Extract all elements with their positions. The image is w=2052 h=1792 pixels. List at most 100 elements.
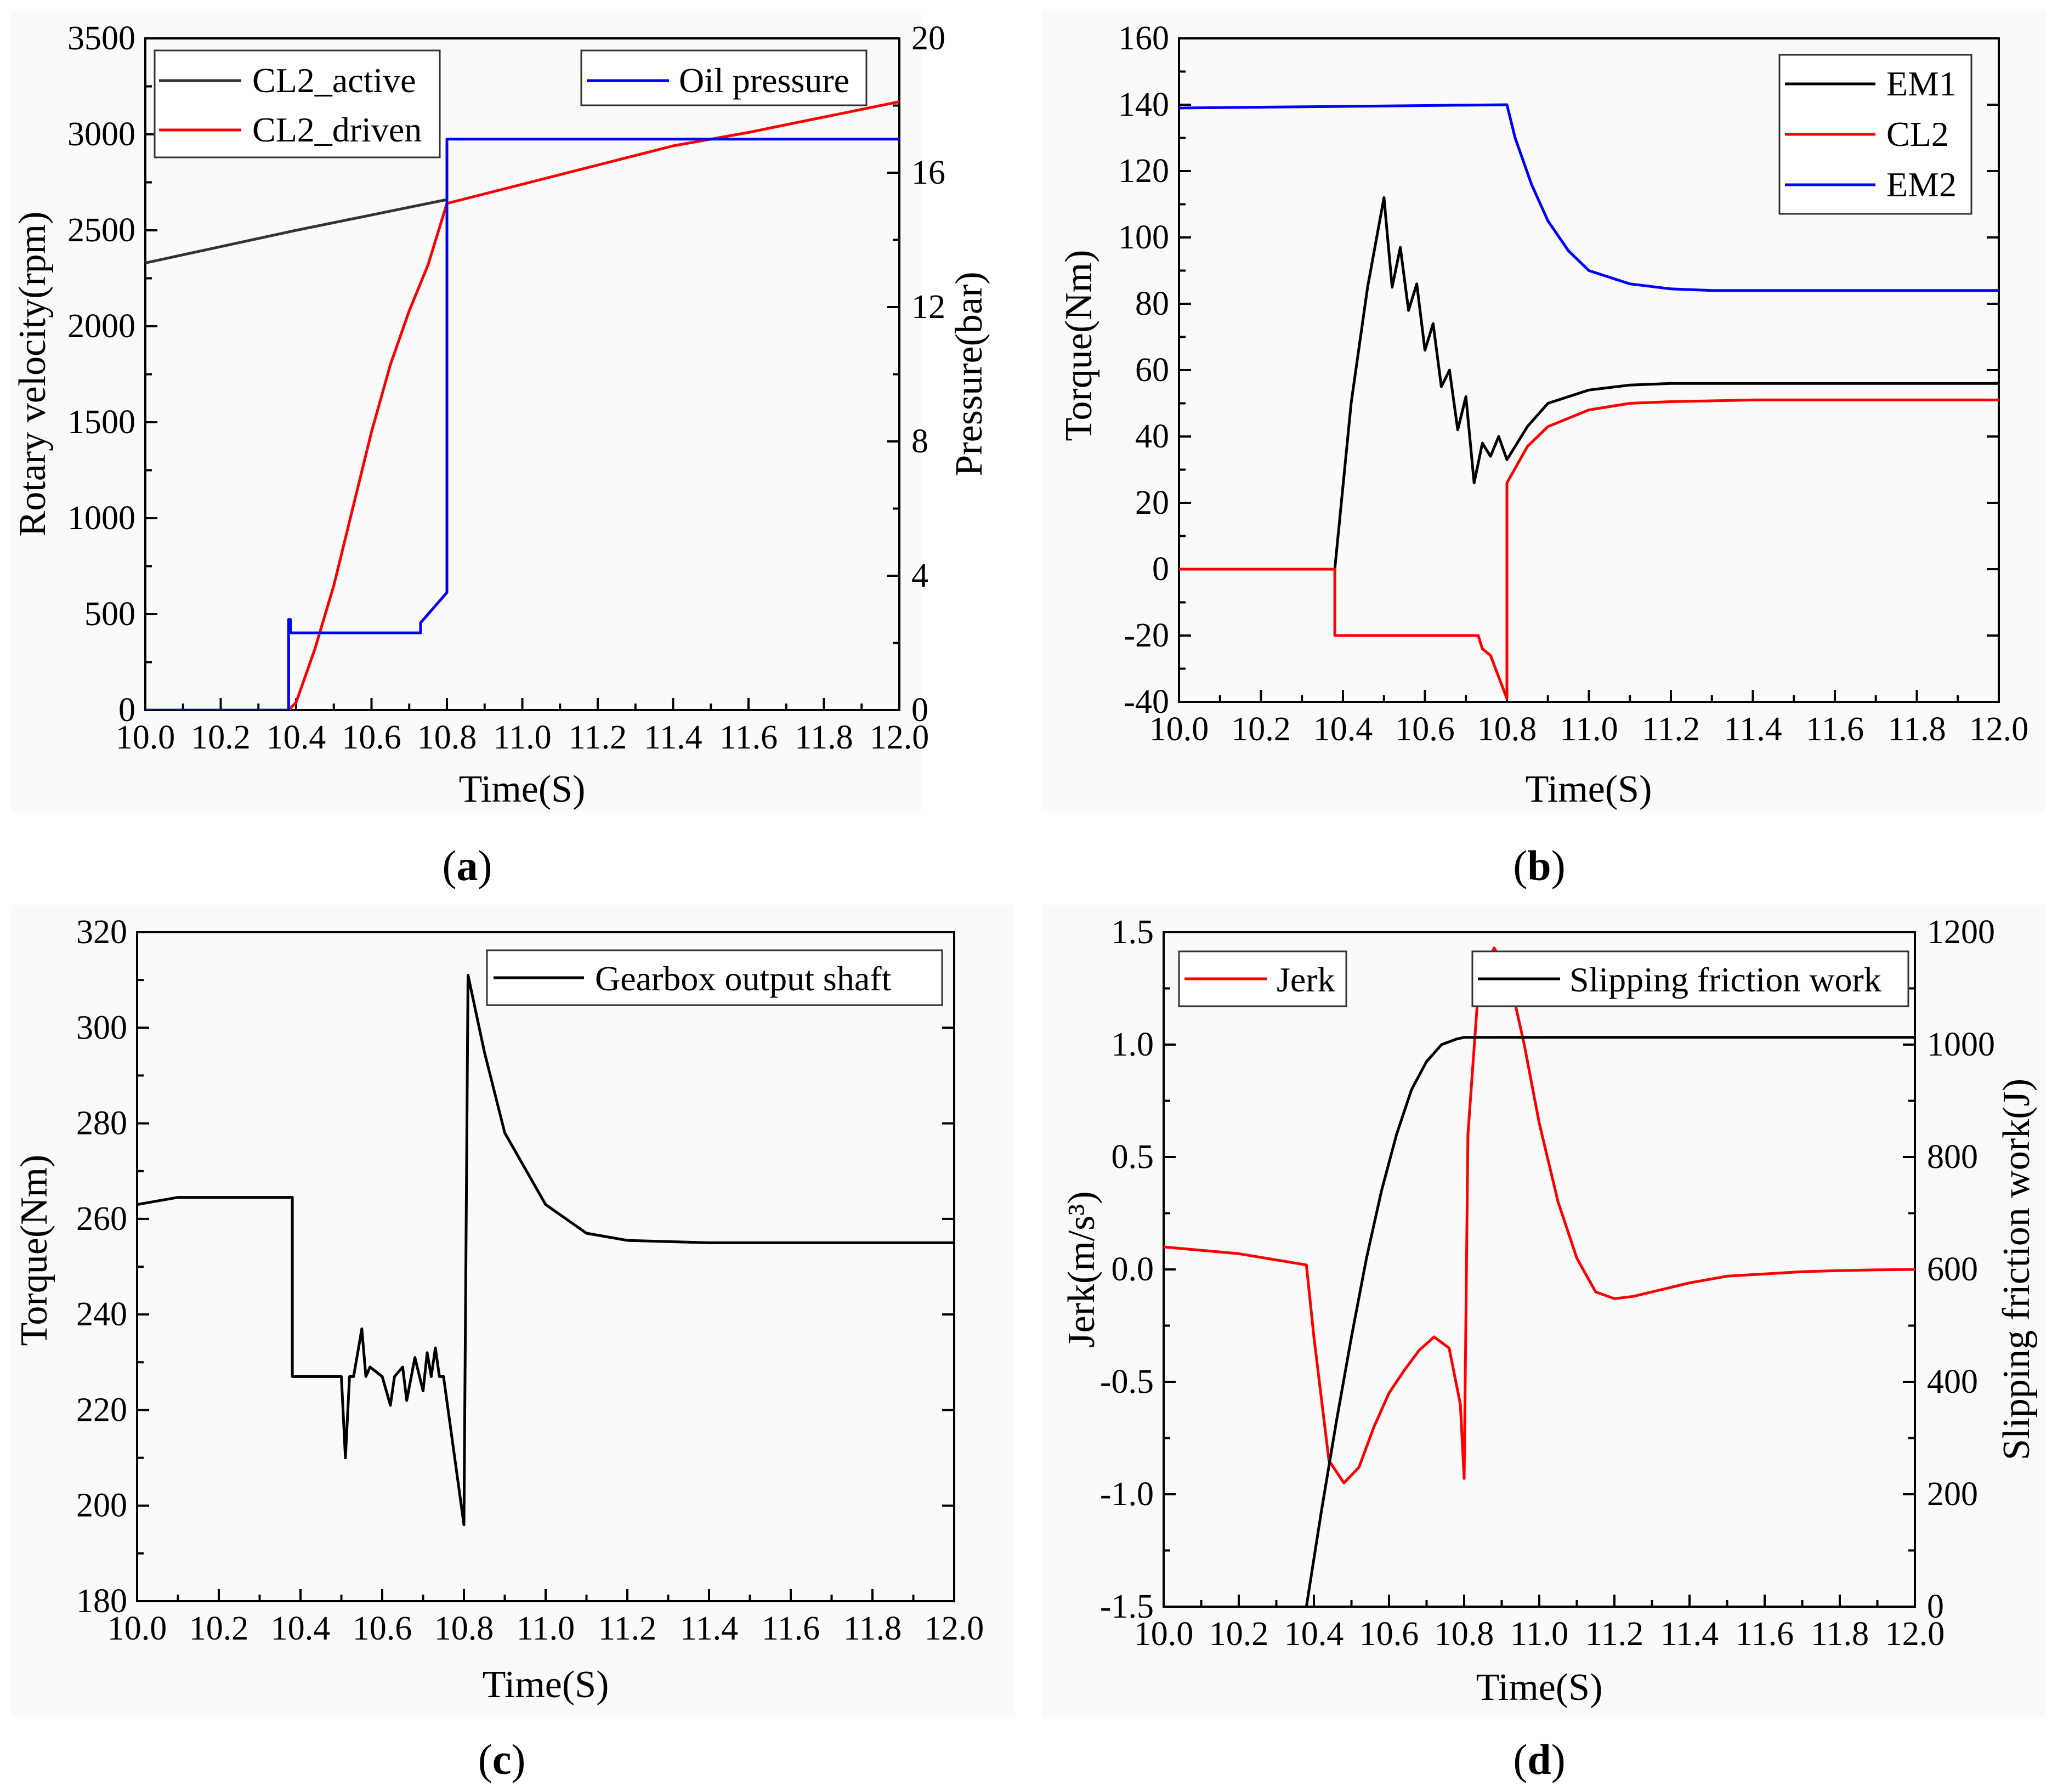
panel-d-background xyxy=(1042,905,2045,1716)
panel-d-x-tick-label: 11.4 xyxy=(1660,1615,1719,1653)
panel-b-legend-label-em1: EM1 xyxy=(1886,64,1957,103)
panel-b-x-tick-label: 10.4 xyxy=(1313,711,1373,748)
panel-c-x-tick-label: 10.8 xyxy=(434,1610,494,1647)
panel-d-x-tick-label: 10.8 xyxy=(1435,1615,1494,1653)
panel-b-x-tick-label: 11.0 xyxy=(1560,711,1618,748)
panel-b-legend-label-em2: EM2 xyxy=(1886,165,1957,204)
panel-a-y2-tick-label: 0 xyxy=(911,691,928,729)
panel-d-x-axis-label: Time(S) xyxy=(1476,1666,1603,1709)
panel-d-legend: Jerk Slipping friction work xyxy=(1178,950,1909,1007)
panel-a-x-tick-label: 11.4 xyxy=(644,719,702,756)
panel-d-y-tick-label: -0.5 xyxy=(1100,1363,1154,1400)
panel-a-y-tick-label: 2000 xyxy=(67,308,135,345)
panel-a-x-axis-label: Time(S) xyxy=(459,768,586,810)
panel-c-series-gearbox-output-shaft xyxy=(137,973,954,1527)
panel-b-x-tick-label: 10.8 xyxy=(1477,711,1537,748)
panel-b-legend: EM1 CL2 EM2 xyxy=(1778,54,1972,215)
panel-c-x-tick-label: 10.2 xyxy=(189,1610,249,1647)
panel-a-x-ticks: 10.0 10.2 10.4 10.6 10.8 11.0 11.2 11.4 11.6 11.8… xyxy=(116,698,929,756)
panel-c-background xyxy=(11,905,1014,1716)
panel-b-series-em2 xyxy=(1179,103,1999,292)
panel-b-x-axis-label: Time(S) xyxy=(1526,768,1652,810)
panel-b-x-tick-label: 11.4 xyxy=(1724,711,1782,748)
panel-a-y-axis-label: Rotary velocity(rpm) xyxy=(12,212,54,537)
panel-a-x-tick-label: 10.4 xyxy=(267,719,326,756)
panel-a-legend-label-oil-pressure: Oil pressure xyxy=(679,61,849,100)
panel-a-x-tick-label: 10.8 xyxy=(417,719,477,756)
panel-b-y-tick-label: 120 xyxy=(1118,152,1169,190)
panel-d-y2-tick-label: 800 xyxy=(1927,1138,1978,1176)
panel-c-y-tick-label: 260 xyxy=(76,1200,127,1238)
panel-c-x-tick-label: 11.4 xyxy=(680,1610,738,1647)
panel-b-x-tick-label: 11.6 xyxy=(1806,711,1864,748)
panel-a-x-tick-label: 10.2 xyxy=(191,719,251,756)
panel-d-x-tick-label: 10.0 xyxy=(1134,1615,1194,1653)
panel-d-x-tick-label: 11.6 xyxy=(1736,1615,1794,1653)
panel-b-y-tick-label: -40 xyxy=(1124,683,1169,721)
panel-a-series-oil-pressure xyxy=(145,138,899,710)
panel-c-y-tick-label: 300 xyxy=(76,1009,127,1046)
panel-c-x-tick-label: 11.0 xyxy=(517,1610,575,1647)
panel-a-y2-ticks: 0 4 8 12 16 20 xyxy=(887,20,945,729)
panel-a-y-tick-label: 500 xyxy=(84,596,135,633)
panel-a-y2-tick-label: 4 xyxy=(911,557,928,594)
panel-c-x-tick-label: 11.6 xyxy=(762,1610,820,1647)
panel-a-y-tick-label: 0 xyxy=(118,691,135,729)
panel-a-legend-label-cl2-active: CL2_active xyxy=(252,61,416,100)
panel-d-y2-tick-label: 0 xyxy=(1927,1588,1944,1625)
panel-c-x-tick-label: 10.0 xyxy=(107,1610,167,1647)
panel-c-legend: Gearbox output shaft xyxy=(486,949,943,1006)
panel-d-y-tick-label: 0.5 xyxy=(1112,1138,1154,1176)
panel-c-x-tick-label: 10.6 xyxy=(353,1610,412,1647)
panel-a-caption: (a) xyxy=(443,842,492,889)
panel-b-y-tick-label: 20 xyxy=(1135,484,1169,521)
panel-b-x-tick-label: 11.8 xyxy=(1887,711,1946,748)
panel-d-y-tick-label: 0.0 xyxy=(1112,1251,1154,1288)
panel-b-y-tick-label: 140 xyxy=(1118,86,1169,123)
panel-a-x-tick-label: 12.0 xyxy=(870,719,929,756)
panel-a-series xyxy=(145,100,899,710)
panel-b-x-tick-label: 11.2 xyxy=(1642,711,1700,748)
panel-d-x-tick-label: 11.2 xyxy=(1585,1615,1643,1653)
panel-d-y2-tick-label: 1000 xyxy=(1927,1026,1995,1063)
panel-a-x-tick-label: 11.2 xyxy=(569,719,627,756)
panel-b-y-tick-label: 0 xyxy=(1152,551,1169,588)
panel-c-y-ticks: 180 200 220 240 260 280 300 320 xyxy=(76,914,954,1620)
panel-c-legend-label-gearbox-output-shaft: Gearbox output shaft xyxy=(595,959,892,998)
panel-b-x-ticks: 10.0 10.2 10.4 10.6 10.8 11.0 11.2 11.4 11.6 11.8… xyxy=(1149,690,2029,748)
panel-d: 10.0 10.2 10.4 10.6 10.8 11.0 11.2 11.4 11.6 11.8… xyxy=(1042,905,2045,1783)
panel-d-y-tick-label: -1.0 xyxy=(1100,1476,1154,1513)
panel-d-y2-tick-label: 600 xyxy=(1927,1251,1978,1288)
panel-c-x-tick-label: 12.0 xyxy=(925,1610,984,1647)
panel-b-y-ticks: -40 -20 0 20 40 60 80 100 120 140 160 xyxy=(1118,20,1999,721)
panel-d-y-tick-label: 1.5 xyxy=(1112,914,1154,951)
panel-b-y-axis-label: Torque(Nm) xyxy=(1058,250,1100,441)
panel-a-x-tick-label: 11.8 xyxy=(795,719,853,756)
panel-d-x-tick-label: 11.8 xyxy=(1811,1615,1869,1653)
panel-b-series xyxy=(1179,103,1999,700)
panel-a-legend-box-right xyxy=(580,49,868,106)
panel-d-x-tick-label: 10.2 xyxy=(1209,1615,1269,1653)
panel-d-y2-ticks: 0 200 400 600 800 1000 1200 xyxy=(1903,914,1995,1625)
panel-d-caption: (d) xyxy=(1513,1736,1565,1783)
panel-d-x-tick-label: 12.0 xyxy=(1885,1615,1945,1653)
panel-a-y-tick-label: 3000 xyxy=(67,116,135,153)
panel-b-series-em1 xyxy=(1333,196,1999,570)
panel-d-y-tick-label: 1.0 xyxy=(1112,1026,1154,1063)
panel-a-legend-label-cl2-driven: CL2_driven xyxy=(252,110,422,149)
panel-a-y2-tick-label: 12 xyxy=(911,288,945,326)
panel-a-x-tick-label: 10.0 xyxy=(116,719,175,756)
panel-b-x-tick-label: 10.6 xyxy=(1395,711,1455,748)
panel-b-x-tick-label: 12.0 xyxy=(1969,711,2029,748)
panel-d-legend-label-slipping-friction-work: Slipping friction work xyxy=(1569,960,1881,999)
panel-a-y2-tick-label: 8 xyxy=(911,423,928,460)
panel-c-y-tick-label: 180 xyxy=(76,1583,127,1620)
panel-d-x-tick-label: 11.0 xyxy=(1510,1615,1568,1653)
panel-c-y-tick-label: 200 xyxy=(76,1487,127,1524)
panel-a-legend-box-left xyxy=(154,49,441,158)
panel-a-y2-tick-label: 20 xyxy=(911,20,945,57)
panel-c-y-tick-label: 220 xyxy=(76,1391,127,1428)
panel-b-y-tick-label: 60 xyxy=(1135,351,1169,389)
panel-d-y-ticks: -1.5 -1.0 -0.5 0.0 0.5 1.0 1.5 xyxy=(1100,914,1176,1625)
